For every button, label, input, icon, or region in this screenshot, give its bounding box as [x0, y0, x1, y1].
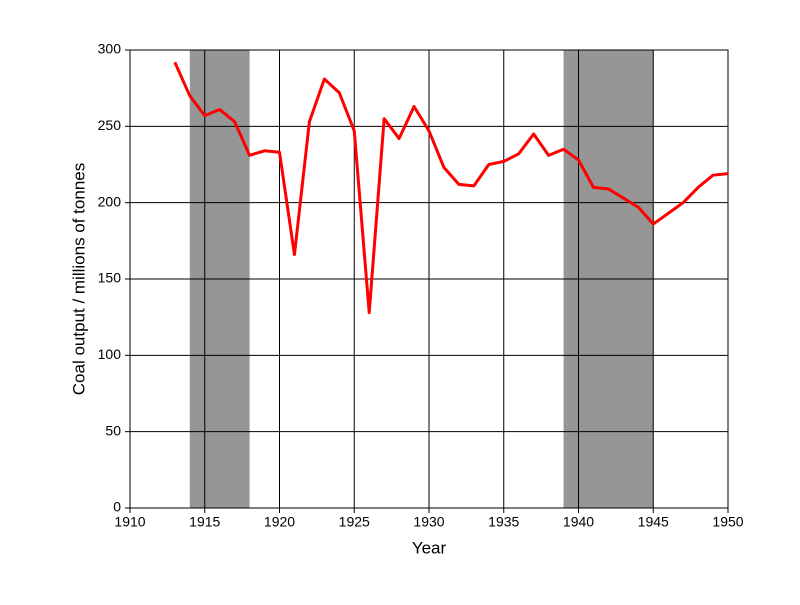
y-tick-label: 100	[98, 346, 122, 362]
plot-frame	[129, 49, 729, 509]
x-tick-label: 1930	[413, 514, 444, 530]
x-axis-title: Year	[412, 538, 447, 557]
x-tick-label: 1935	[488, 514, 519, 530]
y-tick-label: 0	[113, 499, 121, 515]
x-tick-label: 1940	[563, 514, 594, 530]
x-tick-label: 1910	[114, 514, 145, 530]
x-tick-label: 1950	[712, 514, 743, 530]
x-tick-label: 1925	[339, 514, 370, 530]
x-tick-label: 1915	[189, 514, 220, 530]
y-tick-label: 300	[98, 41, 122, 57]
x-tick-label: 1945	[638, 514, 669, 530]
y-axis-title: Coal output / millions of tonnes	[69, 163, 88, 395]
data-line	[173, 61, 729, 315]
y-tick-label: 50	[105, 422, 121, 438]
y-tick-label: 200	[98, 193, 122, 209]
x-tick-label: 1920	[264, 514, 295, 530]
y-tick-label: 250	[98, 117, 122, 133]
y-tick-label: 150	[98, 270, 122, 286]
